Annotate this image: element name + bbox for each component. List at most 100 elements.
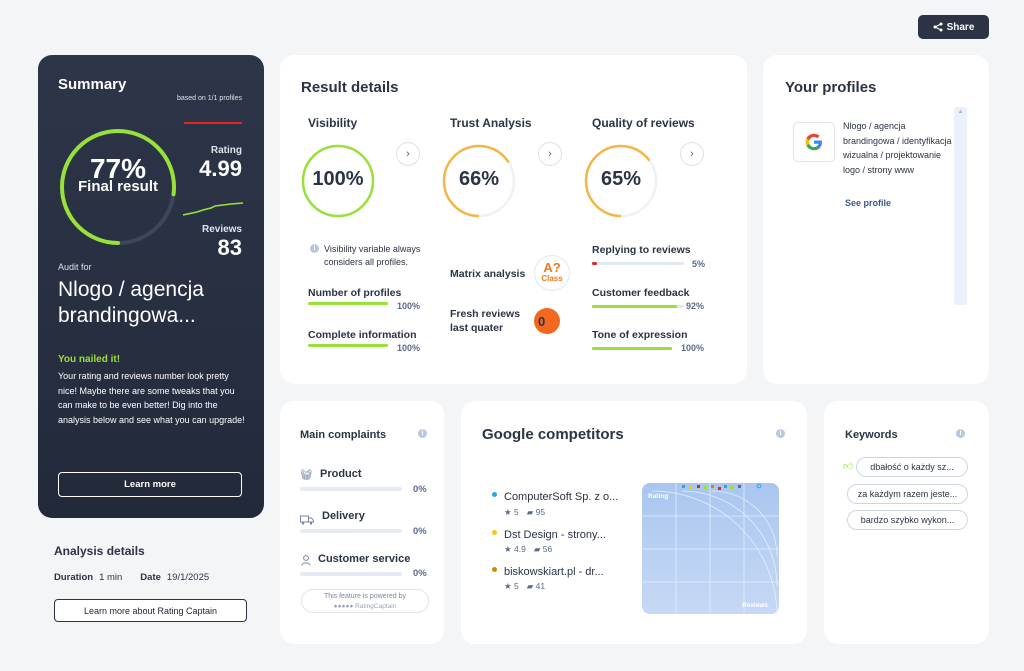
audit-for-label: Audit for [58, 262, 92, 272]
tone-of-expression-label: Tone of expression [592, 329, 688, 341]
duration-label: Duration [54, 572, 94, 583]
learn-more-button[interactable]: Learn more [58, 472, 242, 497]
competitor-reviews: 41 [535, 581, 546, 591]
reviews-value: 83 [217, 235, 242, 260]
chart-rating-label: Rating [648, 493, 668, 500]
tone-of-expression-percent: 100% [681, 343, 705, 353]
chevron-right-icon: › [548, 148, 552, 160]
profile-name: Nlogo / agencja brandingowa / identyfika… [843, 121, 952, 175]
keywords-card: Keywords i 👍︎ dbałość o każdy sz... za k… [824, 401, 989, 644]
info-icon[interactable]: i [418, 429, 427, 438]
final-percent: 77% [89, 153, 147, 184]
share-label: Share [946, 21, 975, 33]
see-profile-link[interactable]: See profile [845, 198, 892, 208]
customer-feedback-label: Customer feedback [592, 287, 690, 299]
chevron-right-icon: › [690, 148, 694, 160]
fresh-reviews-label: Fresh reviews last quater [450, 308, 521, 334]
fresh-reviews-value: 0 [538, 313, 546, 329]
competitor-reviews: 95 [535, 507, 546, 517]
number-of-profiles-percent: 100% [397, 301, 421, 311]
competitor-points [682, 483, 762, 490]
info-icon[interactable]: i [776, 429, 785, 438]
google-icon [793, 122, 835, 162]
tone-of-expression-bar [592, 347, 672, 350]
keyword-chip[interactable]: za każdym razem jeste... [847, 484, 968, 504]
visibility-value: 100% [312, 168, 364, 190]
rating-label: Rating [210, 145, 242, 156]
matrix-class-label: Class [541, 274, 563, 283]
star-icon: ★ [504, 507, 514, 517]
audit-name: Nlogo / agencja brandingowa... [58, 278, 204, 327]
delivery-label: Delivery [322, 510, 365, 522]
fresh-reviews-badge: 0 [534, 308, 560, 334]
person-icon [301, 553, 311, 571]
customer-service-percent: 0% [413, 568, 427, 579]
chart-reviews-label: Reviews [742, 602, 768, 609]
competitor-dot [492, 492, 497, 497]
quality-circle [584, 144, 658, 218]
powered-by-badge: This feature is powered by ●●●●● RatingC… [301, 589, 429, 613]
learn-more-rating-captain-button[interactable]: Learn more about Rating Captain [54, 599, 247, 622]
comment-icon: ▰ [533, 544, 543, 554]
scroll-up-icon[interactable]: ▲ [957, 109, 964, 115]
result-details-card: Result details Visibility 100% › i Visib… [280, 55, 747, 384]
customer-feedback-bar [592, 305, 684, 308]
powered-by-brand: RatingCaptain [355, 603, 397, 610]
based-on-text: based on 1/1 profiles [177, 95, 242, 102]
competitor-name[interactable]: biskowskiart.pl - dr... [504, 566, 604, 578]
truck-icon [300, 512, 314, 530]
info-icon: i [310, 244, 319, 253]
google-competitors-title: Google competitors [482, 426, 624, 443]
number-of-profiles-label: Number of profiles [308, 287, 402, 299]
share-icon [933, 22, 943, 32]
profiles-scrollbar[interactable]: ▲ [954, 107, 967, 305]
your-profiles-card: Your profiles Nlogo / agencja brandingow… [763, 55, 989, 384]
complete-information-bar [308, 344, 388, 347]
date-label: Date [140, 572, 161, 583]
competitor-dot [492, 530, 497, 535]
quality-value: 65% [600, 168, 642, 190]
nailed-text: Your rating and reviews number look pret… [58, 371, 245, 425]
competitor-name[interactable]: ComputerSoft Sp. z o... [504, 491, 619, 503]
main-complaints-title: Main complaints [300, 429, 387, 441]
complete-information-label: Complete information [308, 329, 417, 341]
basket-icon: 🧺︎ [300, 470, 313, 481]
share-button[interactable]: Share [918, 15, 989, 39]
matrix-grade: A? [543, 260, 561, 275]
date-value: 19/1/2025 [166, 572, 210, 583]
matrix-class-badge: A? Class [534, 255, 570, 291]
final-result-label: Final result [77, 178, 159, 195]
analysis-details-title: Analysis details [54, 544, 145, 558]
duration-value: 1 min [99, 572, 123, 583]
keyword-chip[interactable]: bardzo szybko wykon... [847, 510, 968, 530]
competitor-rating: 5 [513, 507, 519, 517]
complete-information-percent: 100% [397, 343, 421, 353]
comment-icon: ▰ [526, 581, 536, 591]
customer-service-label: Customer service [318, 553, 411, 565]
rating-value: 4.99 [199, 156, 242, 181]
visibility-circle [301, 144, 375, 218]
replying-to-reviews-percent: 5% [692, 259, 706, 269]
trust-circle [442, 144, 516, 218]
info-icon[interactable]: i [956, 429, 965, 438]
quality-of-reviews-title: Quality of reviews [592, 116, 695, 130]
quality-arrow-button[interactable]: › [680, 142, 704, 166]
star-icon: ★ [504, 581, 514, 591]
matrix-analysis-label: Matrix analysis [450, 268, 526, 280]
trust-arrow-button[interactable]: › [538, 142, 562, 166]
rating-trend-line [184, 122, 242, 124]
trust-value: 66% [458, 168, 500, 190]
keyword-chip[interactable]: dbałość o każdy sz... [856, 457, 968, 477]
competitor-meta: ★ 5 ▰ 41 [504, 581, 545, 592]
trust-analysis-title: Trust Analysis [450, 116, 532, 130]
product-bar [300, 487, 402, 491]
visibility-arrow-button[interactable]: › [396, 142, 420, 166]
reviews-trend-line [183, 202, 243, 216]
competitor-meta: ★ 4.9 ▰ 56 [504, 544, 552, 555]
thumbs-up-icon: 👍︎ [843, 461, 854, 472]
competitor-name[interactable]: Dst Design - strony... [504, 529, 606, 541]
analysis-details-row: Duration 1 min Date 19/1/2025 [54, 572, 209, 583]
keywords-title: Keywords [845, 429, 898, 441]
competitor-meta: ★ 5 ▰ 95 [504, 507, 545, 518]
replying-to-reviews-label: Replying to reviews [592, 244, 691, 256]
